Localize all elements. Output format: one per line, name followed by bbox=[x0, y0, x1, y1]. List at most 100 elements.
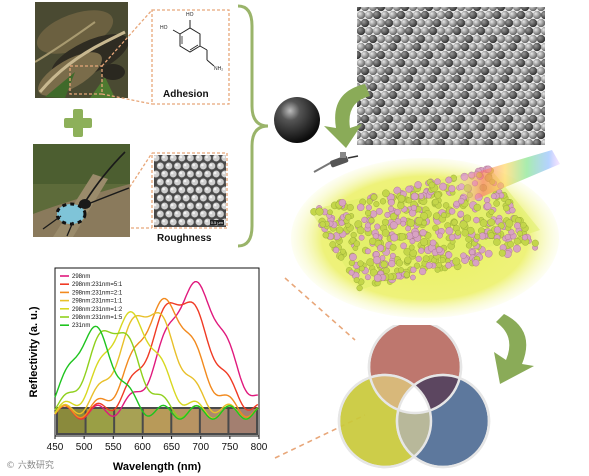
lattice-sphere bbox=[448, 82, 458, 92]
lattice-sphere bbox=[488, 50, 498, 60]
lattice-sphere bbox=[432, 114, 442, 124]
mussel-photo bbox=[35, 2, 128, 98]
sem-particle bbox=[177, 155, 186, 162]
lattice-sphere bbox=[384, 130, 394, 140]
sem-particle bbox=[169, 155, 178, 162]
sem-highlight bbox=[179, 203, 183, 207]
color-swatch bbox=[143, 409, 171, 433]
film-particle bbox=[353, 277, 360, 284]
lattice-sphere bbox=[432, 82, 442, 92]
lattice-sphere bbox=[476, 122, 486, 132]
sem-particle bbox=[169, 186, 178, 194]
lattice-sphere bbox=[448, 98, 458, 108]
x-tick-label: 800 bbox=[251, 442, 268, 453]
lattice-sphere bbox=[444, 74, 454, 84]
lattice-sphere bbox=[516, 90, 526, 100]
film-particle bbox=[356, 285, 363, 292]
lattice-sphere bbox=[380, 26, 390, 36]
lattice-sphere bbox=[464, 18, 474, 28]
watermark: © 六数研究 bbox=[6, 461, 54, 471]
lattice-sphere bbox=[408, 50, 418, 60]
film-particle bbox=[366, 258, 375, 267]
film-particle bbox=[434, 178, 441, 185]
lattice-sphere bbox=[444, 42, 454, 52]
sem-particle bbox=[165, 162, 173, 170]
lattice-sphere bbox=[456, 7, 466, 12]
lattice-sphere bbox=[432, 130, 442, 140]
lattice-sphere bbox=[500, 90, 510, 100]
lattice-sphere bbox=[456, 82, 466, 92]
lattice-sphere bbox=[492, 10, 502, 20]
lattice-sphere bbox=[528, 34, 538, 44]
lattice-sphere bbox=[520, 82, 530, 92]
lattice-sphere bbox=[508, 122, 518, 132]
sem-highlight bbox=[188, 187, 191, 191]
venn-center bbox=[397, 375, 431, 413]
lattice-sphere bbox=[436, 42, 446, 52]
lattice-sphere bbox=[460, 122, 470, 132]
lattice-sphere bbox=[428, 122, 438, 132]
film-particle bbox=[397, 201, 405, 210]
lattice-sphere bbox=[364, 106, 374, 116]
film-particle bbox=[405, 225, 411, 232]
lattice-sphere bbox=[396, 106, 406, 116]
lattice-sphere bbox=[496, 98, 506, 108]
lattice-sphere bbox=[440, 66, 450, 76]
lattice-sphere bbox=[484, 10, 494, 20]
venn-outline bbox=[367, 325, 463, 415]
lattice-sphere bbox=[448, 18, 458, 28]
film-particle bbox=[420, 212, 428, 220]
sem-highlight bbox=[218, 211, 221, 215]
lattice-sphere bbox=[440, 50, 450, 60]
lattice-sphere bbox=[404, 58, 414, 68]
film-particle bbox=[521, 234, 528, 241]
lattice-sphere bbox=[364, 74, 374, 84]
lattice-sphere bbox=[384, 98, 394, 108]
lattice-sphere bbox=[468, 74, 478, 84]
sem-particle bbox=[177, 186, 186, 194]
lattice-sphere bbox=[360, 98, 370, 108]
lattice-sphere bbox=[420, 42, 430, 52]
lattice-sphere bbox=[428, 10, 438, 20]
legend-entry: 298nm:231nm=2:1 bbox=[72, 290, 123, 296]
lattice-sphere bbox=[436, 26, 446, 36]
lattice-sphere bbox=[480, 130, 490, 140]
film-particle bbox=[507, 240, 514, 248]
lattice-sphere bbox=[380, 122, 390, 132]
sem-particle bbox=[195, 155, 203, 162]
lattice-sphere bbox=[376, 114, 386, 124]
sem-highlight bbox=[183, 163, 187, 167]
lattice-sphere bbox=[384, 34, 394, 44]
lattice-sphere bbox=[524, 74, 534, 84]
lattice-sphere bbox=[500, 10, 510, 20]
lattice-sphere bbox=[396, 90, 406, 100]
film-particle bbox=[448, 185, 456, 193]
color-swatch bbox=[172, 409, 199, 433]
lattice-sphere bbox=[444, 138, 454, 145]
lattice-sphere bbox=[444, 58, 454, 68]
sem-highlight bbox=[218, 179, 221, 183]
lattice-sphere bbox=[508, 58, 518, 68]
film-particle bbox=[388, 260, 396, 268]
lattice-sphere bbox=[357, 10, 366, 20]
film-particle bbox=[365, 248, 371, 255]
film-particle bbox=[403, 271, 411, 278]
lattice-sphere bbox=[508, 138, 518, 145]
sem-highlight bbox=[205, 155, 208, 159]
lattice-sphere bbox=[368, 18, 378, 28]
film-particle bbox=[377, 244, 385, 252]
lattice-sphere bbox=[376, 130, 386, 140]
film-particle bbox=[327, 209, 333, 216]
lattice-sphere bbox=[476, 138, 486, 145]
sem-highlight bbox=[158, 163, 161, 167]
film-particle bbox=[382, 218, 389, 226]
film-particle bbox=[405, 185, 413, 193]
lattice-sphere bbox=[520, 18, 530, 28]
lattice-sphere bbox=[504, 114, 514, 124]
legend-entry: 298nm:231nm=1:5 bbox=[72, 315, 123, 321]
film-particle bbox=[429, 239, 437, 247]
lattice-sphere bbox=[492, 42, 502, 52]
lattice-sphere bbox=[408, 18, 418, 28]
sem-particle bbox=[169, 218, 178, 226]
lattice-sphere bbox=[412, 58, 422, 68]
